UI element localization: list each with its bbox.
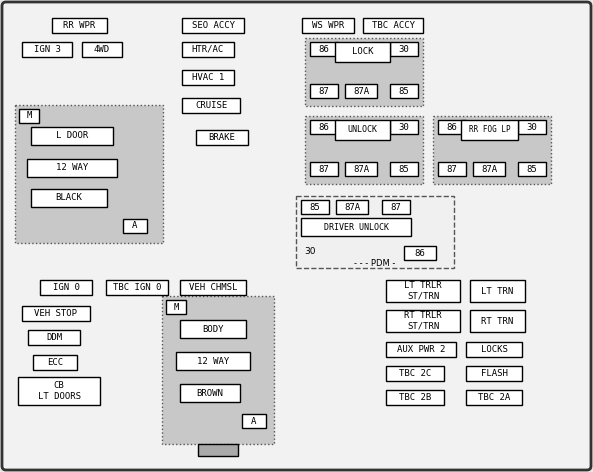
Bar — [182, 70, 234, 85]
Text: BRAKE: BRAKE — [209, 133, 235, 142]
Bar — [386, 280, 460, 302]
Bar — [28, 330, 80, 345]
Bar — [182, 98, 240, 113]
Text: 86: 86 — [415, 248, 425, 258]
Bar — [518, 120, 546, 134]
Bar — [386, 342, 456, 357]
Text: 85: 85 — [398, 86, 409, 95]
Text: TBC 2A: TBC 2A — [478, 393, 510, 402]
Bar — [305, 38, 423, 106]
Text: 85: 85 — [310, 202, 320, 211]
Bar — [15, 105, 163, 243]
Text: A: A — [251, 416, 257, 425]
Text: 30: 30 — [527, 123, 537, 132]
Text: ECC: ECC — [47, 358, 63, 367]
Text: LT TRLR
ST/TRN: LT TRLR ST/TRN — [404, 281, 442, 301]
Text: 30: 30 — [398, 123, 409, 132]
Bar — [382, 200, 410, 214]
Bar — [166, 300, 186, 314]
Text: SEO ACCY: SEO ACCY — [192, 21, 234, 30]
Text: WS WPR: WS WPR — [312, 21, 344, 30]
Bar — [438, 120, 466, 134]
Text: LOCKS: LOCKS — [480, 345, 508, 354]
Text: IGN 3: IGN 3 — [34, 45, 60, 54]
Bar — [470, 310, 525, 332]
Text: RT TRLR
ST/TRN: RT TRLR ST/TRN — [404, 312, 442, 331]
Text: 87A: 87A — [353, 165, 369, 174]
Bar — [433, 116, 551, 184]
Bar — [390, 120, 418, 134]
Bar — [31, 127, 113, 145]
Bar — [305, 116, 423, 184]
Text: 12 WAY: 12 WAY — [56, 163, 88, 172]
Text: 85: 85 — [398, 165, 409, 174]
Bar — [466, 342, 522, 357]
Text: A: A — [132, 221, 138, 230]
Bar — [386, 390, 444, 405]
Bar — [162, 296, 274, 444]
Bar — [302, 18, 354, 33]
Bar — [310, 162, 338, 176]
Text: VEH CHMSL: VEH CHMSL — [189, 283, 237, 292]
Bar — [40, 280, 92, 295]
Text: BODY: BODY — [202, 325, 224, 334]
Bar — [345, 84, 377, 98]
Bar — [386, 310, 460, 332]
Bar — [18, 377, 100, 405]
Text: - - - PDM -: - - - PDM - — [354, 260, 396, 269]
Bar — [518, 162, 546, 176]
Text: TBC 2B: TBC 2B — [399, 393, 431, 402]
Bar — [52, 18, 107, 33]
Bar — [310, 42, 338, 56]
Bar — [27, 159, 117, 177]
Text: 30: 30 — [304, 247, 315, 256]
Text: FLASH: FLASH — [480, 369, 508, 378]
Text: RT TRN: RT TRN — [482, 317, 514, 326]
Bar — [123, 219, 147, 233]
Bar — [33, 355, 77, 370]
Text: 87A: 87A — [353, 86, 369, 95]
Text: HVAC 1: HVAC 1 — [192, 73, 224, 82]
Text: 87: 87 — [318, 86, 329, 95]
Bar — [404, 246, 436, 260]
Bar — [242, 414, 266, 428]
Bar — [438, 162, 466, 176]
Bar — [22, 42, 72, 57]
Text: 30: 30 — [398, 44, 409, 53]
Text: AUX PWR 2: AUX PWR 2 — [397, 345, 445, 354]
Text: DRIVER UNLOCK: DRIVER UNLOCK — [324, 222, 388, 231]
Bar — [180, 320, 246, 338]
Bar — [180, 384, 240, 402]
Text: BLACK: BLACK — [56, 194, 82, 202]
Bar — [182, 18, 244, 33]
Text: 87: 87 — [318, 165, 329, 174]
Text: L DOOR: L DOOR — [56, 132, 88, 141]
Text: TBC IGN 0: TBC IGN 0 — [113, 283, 161, 292]
Bar — [310, 120, 338, 134]
Text: 85: 85 — [527, 165, 537, 174]
Text: IGN 0: IGN 0 — [53, 283, 79, 292]
Bar — [390, 84, 418, 98]
Text: 87: 87 — [447, 165, 457, 174]
Bar — [296, 196, 454, 268]
Bar — [390, 42, 418, 56]
Bar — [335, 42, 390, 62]
Text: LOCK: LOCK — [352, 48, 373, 57]
Text: VEH STOP: VEH STOP — [34, 309, 78, 318]
Bar — [22, 306, 90, 321]
Bar — [336, 200, 368, 214]
Bar — [82, 42, 122, 57]
Text: 87A: 87A — [344, 202, 360, 211]
Text: M: M — [26, 111, 31, 120]
Text: CB
LT DOORS: CB LT DOORS — [37, 381, 81, 401]
Bar — [466, 390, 522, 405]
Bar — [182, 42, 234, 57]
Bar — [461, 120, 518, 140]
Text: 86: 86 — [318, 44, 329, 53]
Bar — [335, 120, 390, 140]
Bar — [301, 218, 411, 236]
Text: TBC ACCY: TBC ACCY — [371, 21, 415, 30]
Text: UNLOCK: UNLOCK — [347, 126, 378, 135]
Text: 4WD: 4WD — [94, 45, 110, 54]
